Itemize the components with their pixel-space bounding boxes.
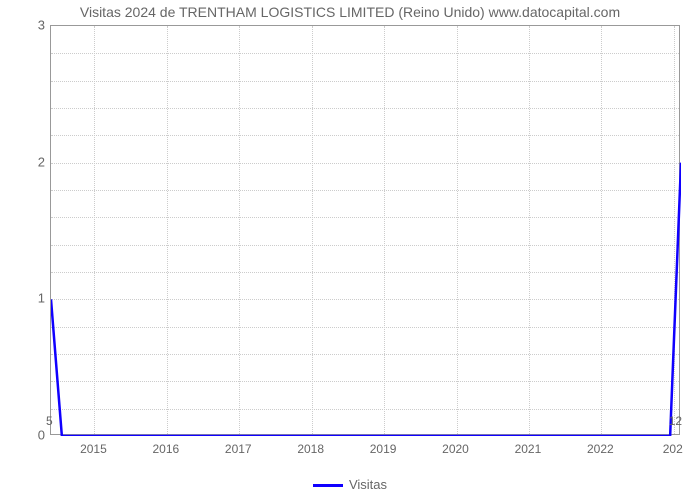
x-tick-label: 2022 <box>587 442 614 456</box>
x-tick-label: 202 <box>663 442 683 456</box>
legend-swatch <box>313 484 343 487</box>
x-tick-label: 2020 <box>442 442 469 456</box>
x-tick-label: 2018 <box>297 442 324 456</box>
count-label: 5 <box>46 414 53 428</box>
legend: Visitas <box>0 477 700 492</box>
chart-container: Visitas 2024 de TRENTHAM LOGISTICS LIMIT… <box>0 0 700 500</box>
data-line <box>51 26 681 436</box>
y-tick-label: 0 <box>15 428 45 443</box>
chart-title: Visitas 2024 de TRENTHAM LOGISTICS LIMIT… <box>0 4 700 20</box>
legend-label: Visitas <box>349 477 387 492</box>
x-tick-label: 2017 <box>225 442 252 456</box>
plot-area <box>50 25 680 435</box>
x-tick-label: 2021 <box>515 442 542 456</box>
y-tick-label: 3 <box>15 18 45 33</box>
y-tick-label: 1 <box>15 291 45 306</box>
y-tick-label: 2 <box>15 154 45 169</box>
x-tick-label: 2016 <box>153 442 180 456</box>
x-tick-label: 2015 <box>80 442 107 456</box>
x-tick-label: 2019 <box>370 442 397 456</box>
count-label: 12 <box>669 414 682 428</box>
